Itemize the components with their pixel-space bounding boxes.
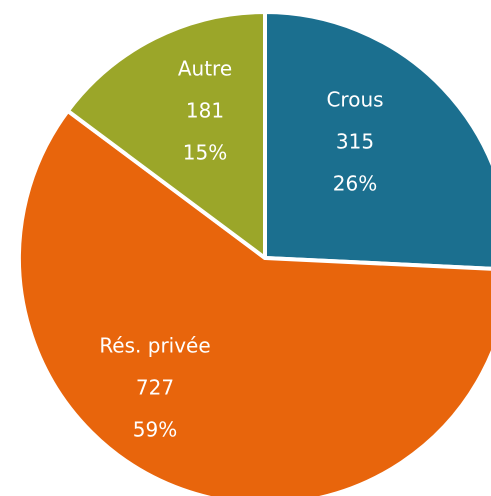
pie-slice [65, 10, 267, 260]
pie-slice [263, 10, 491, 271]
slice-value: 315 [336, 130, 374, 154]
slice-label: Crous [326, 88, 383, 112]
slice-value: 727 [136, 376, 174, 400]
pie-slice [17, 108, 491, 496]
slice-percent: 59% [133, 418, 177, 442]
slice-label: Autre [178, 57, 232, 81]
slice-label: Rés. privée [99, 334, 210, 358]
slice-percent: 26% [333, 172, 377, 196]
slice-percent: 15% [183, 141, 227, 165]
slice-value: 181 [186, 99, 224, 123]
